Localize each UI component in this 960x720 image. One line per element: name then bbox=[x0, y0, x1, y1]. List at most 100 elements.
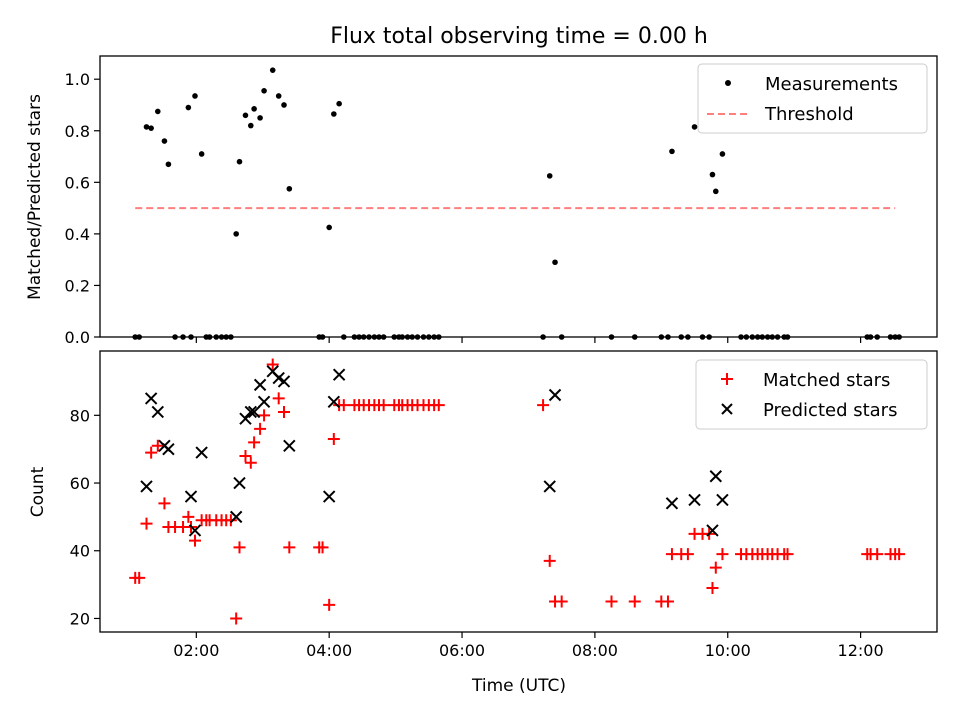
top-y-tick-label: 0.6 bbox=[65, 173, 90, 192]
bottom-y-tick-label: 40 bbox=[70, 542, 90, 561]
point-measurements bbox=[154, 108, 161, 115]
point-predicted-stars bbox=[543, 480, 556, 493]
point-measurements bbox=[236, 158, 243, 165]
point-matched-stars bbox=[709, 561, 722, 574]
bottom-x-tick-label: 12:00 bbox=[838, 641, 884, 660]
point-predicted-stars bbox=[322, 490, 336, 503]
point-matched-stars bbox=[543, 554, 556, 567]
point-predicted-stars bbox=[688, 493, 701, 507]
point-matched-stars bbox=[158, 497, 171, 510]
point-matched-stars bbox=[254, 422, 267, 435]
point-measurements bbox=[669, 148, 675, 155]
point-measurements bbox=[331, 111, 337, 117]
point-predicted-stars bbox=[144, 392, 158, 405]
point-measurements bbox=[691, 124, 698, 130]
bottom-x-tick-label: 02:00 bbox=[173, 641, 219, 660]
bottom-legend-box bbox=[695, 359, 928, 430]
point-matched-stars bbox=[224, 514, 237, 527]
bottom-plot-area bbox=[129, 358, 906, 625]
point-predicted-stars bbox=[140, 480, 153, 493]
point-measurements bbox=[336, 100, 342, 107]
point-matched-stars bbox=[233, 541, 246, 554]
point-measurements bbox=[709, 171, 716, 178]
point-measurements bbox=[242, 112, 249, 119]
point-matched-stars bbox=[316, 541, 329, 554]
bottom-x-tick-label: 10:00 bbox=[705, 641, 751, 660]
point-matched-stars bbox=[681, 548, 694, 561]
top-y-axis-label: Matched/Predicted stars bbox=[25, 94, 45, 300]
point-matched-stars bbox=[337, 399, 350, 412]
legend-marker-predicted-stars bbox=[721, 403, 733, 415]
point-measurements bbox=[198, 151, 205, 157]
point-predicted-stars bbox=[229, 510, 243, 524]
figure-title: Flux total observing time = 0.00 h bbox=[330, 24, 708, 49]
point-matched-stars bbox=[248, 436, 261, 449]
point-predicted-stars bbox=[162, 442, 175, 456]
point-matched-stars bbox=[230, 612, 243, 625]
point-matched-stars bbox=[145, 446, 158, 459]
point-predicted-stars bbox=[244, 405, 258, 419]
point-matched-stars bbox=[661, 595, 674, 608]
point-predicted-stars bbox=[184, 490, 198, 503]
point-predicted-stars bbox=[277, 375, 291, 388]
point-matched-stars bbox=[323, 598, 336, 611]
point-predicted-stars bbox=[247, 405, 261, 419]
point-measurements bbox=[286, 185, 293, 192]
point-matched-stars bbox=[188, 534, 201, 547]
point-matched-stars bbox=[140, 517, 153, 530]
point-measurements bbox=[192, 93, 198, 99]
top-y-tick-label: 1.0 bbox=[65, 70, 90, 89]
point-matched-stars bbox=[628, 595, 641, 608]
legend-label-threshold: Threshold bbox=[764, 104, 854, 125]
point-predicted-stars bbox=[188, 524, 202, 537]
point-predicted-stars bbox=[665, 497, 679, 510]
point-measurements bbox=[261, 88, 267, 94]
point-measurements bbox=[719, 151, 726, 157]
top-tick-marks: 0.0 0.2 0.4 0.6 0.8 1.0 bbox=[65, 70, 862, 347]
point-matched-stars bbox=[272, 392, 285, 405]
point-matched-stars bbox=[716, 548, 729, 561]
bottom-y-tick-label: 20 bbox=[70, 609, 90, 628]
point-measurements bbox=[161, 138, 168, 144]
point-measurements bbox=[148, 125, 154, 131]
point-matched-stars bbox=[151, 439, 164, 452]
top-y-tick-label: 0.8 bbox=[65, 122, 90, 141]
point-matched-stars bbox=[258, 409, 271, 422]
bottom-y-tick-label: 80 bbox=[70, 406, 90, 425]
point-predicted-stars bbox=[257, 395, 271, 408]
bottom-y-axis-label: Count bbox=[28, 466, 48, 517]
point-predicted-stars bbox=[716, 493, 729, 507]
point-matched-stars bbox=[278, 405, 291, 418]
point-matched-stars bbox=[182, 510, 195, 523]
point-predicted-stars bbox=[151, 405, 165, 419]
point-matched-stars bbox=[283, 541, 296, 554]
point-measurements bbox=[281, 102, 287, 108]
point-predicted-stars bbox=[283, 439, 296, 453]
point-measurements bbox=[143, 124, 150, 130]
bottom-x-tick-label: 04:00 bbox=[306, 641, 352, 660]
point-matched-stars bbox=[781, 548, 794, 561]
point-matched-stars bbox=[605, 595, 618, 608]
point-measurements bbox=[546, 173, 553, 179]
point-predicted-stars bbox=[195, 446, 208, 459]
point-matched-stars bbox=[266, 358, 279, 371]
point-measurements bbox=[165, 161, 172, 168]
legend-marker-matched-stars bbox=[721, 373, 733, 385]
top-y-tick-label: 0.2 bbox=[65, 276, 90, 295]
point-predicted-stars bbox=[548, 388, 562, 402]
legend-label-predicted-stars: Predicted stars bbox=[763, 400, 897, 421]
point-matched-stars bbox=[893, 548, 906, 561]
point-predicted-stars bbox=[706, 524, 719, 537]
bottom-axes-frame bbox=[99, 350, 938, 633]
point-predicted-stars bbox=[327, 395, 341, 408]
top-panel: Matched/Predicted stars 0.0 0.2 0.4 0.6 0.8 1… bbox=[25, 55, 938, 347]
point-matched-stars bbox=[871, 548, 884, 561]
point-measurements bbox=[247, 122, 254, 129]
point-matched-stars bbox=[537, 399, 550, 412]
point-predicted-stars bbox=[239, 412, 252, 425]
top-legend-box bbox=[697, 63, 928, 134]
point-measurements bbox=[275, 93, 282, 99]
bottom-x-axis-label: Time (UTC) bbox=[471, 676, 566, 696]
point-measurements bbox=[251, 106, 257, 112]
